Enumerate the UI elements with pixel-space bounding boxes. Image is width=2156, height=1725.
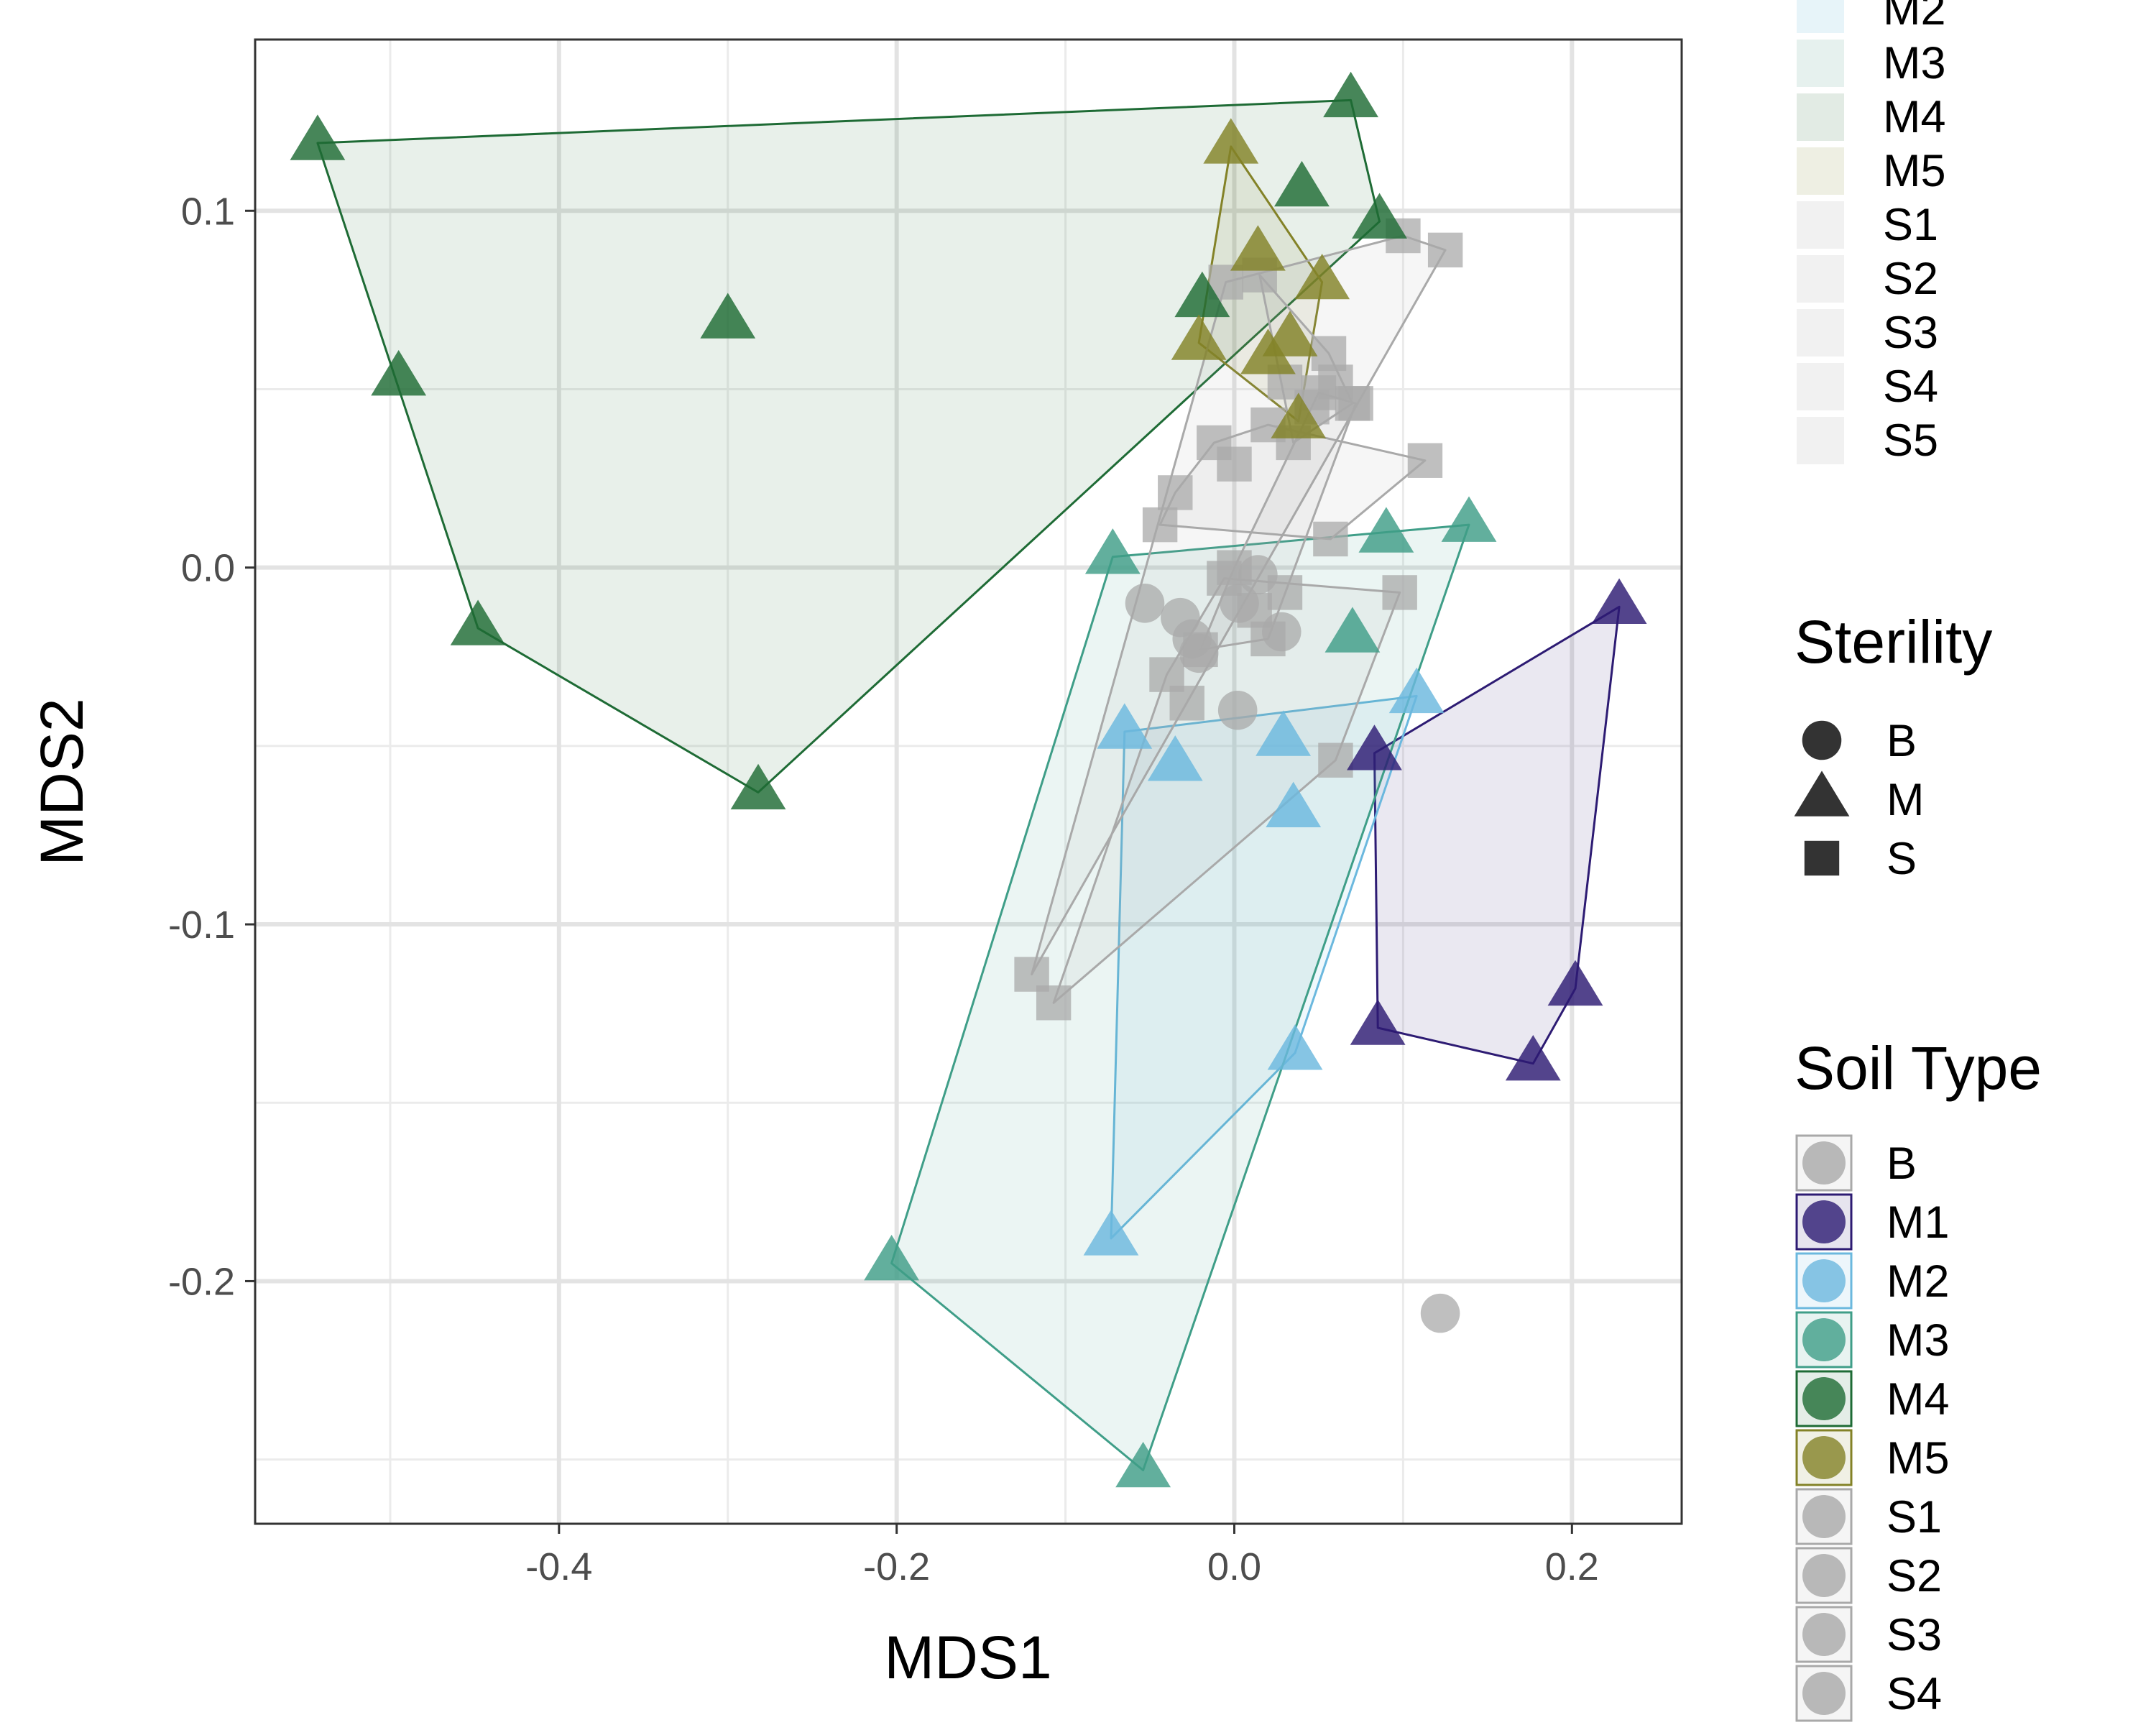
legend-soil-point [1802, 1141, 1846, 1184]
point-s4 [1170, 686, 1204, 720]
legend-sterility-label: S [1886, 834, 1917, 884]
x-tick-label: 0.0 [1207, 1545, 1261, 1588]
point-s4 [1036, 985, 1071, 1020]
point-s5 [1183, 632, 1217, 667]
legend-fill-label: S5 [1883, 415, 1938, 466]
legend-soil-type-label: S4 [1886, 1669, 1942, 1719]
y-tick-label: -0.2 [168, 1260, 235, 1303]
legend-soil-type-label: M4 [1886, 1374, 1950, 1425]
legend-fill-swatch [1797, 201, 1844, 249]
point-s3 [1408, 443, 1442, 478]
point-s3 [1143, 507, 1177, 542]
x-tick-label: -0.4 [525, 1545, 592, 1588]
legend-soil-point [1802, 1495, 1846, 1538]
legend-fill-label: S1 [1883, 200, 1938, 250]
point-s3 [1313, 522, 1348, 556]
legend-soil-point [1802, 1318, 1846, 1361]
legend-soil-point [1802, 1259, 1846, 1302]
legend-fill-swatch [1797, 147, 1844, 195]
legend-soil-type-label: M2 [1886, 1256, 1950, 1307]
point-s1 [1428, 233, 1462, 267]
legend-fill-label: M5 [1883, 146, 1946, 196]
point-s4 [1268, 575, 1302, 610]
point-s4 [1318, 743, 1353, 778]
legend-shape-s [1805, 841, 1839, 875]
legend-fill-swatch [1797, 309, 1844, 356]
point-s3 [1158, 475, 1192, 510]
legend-soil-type-label: S3 [1886, 1610, 1942, 1660]
legend-fill-swatch [1797, 40, 1844, 87]
legend-fill-swatch [1797, 417, 1844, 464]
legend-sterility-label: B [1886, 716, 1917, 766]
legend-soil-point [1802, 1554, 1846, 1597]
point-s5 [1217, 550, 1251, 584]
legend-soil-point [1802, 1672, 1846, 1715]
y-axis-title: MDS2 [28, 698, 96, 865]
legend-sterility-label: M [1886, 775, 1924, 825]
point-s3 [1217, 447, 1251, 482]
point-b [1125, 584, 1165, 623]
legend-fill-swatch [1797, 363, 1844, 410]
y-tick-label: 0.0 [181, 547, 235, 590]
legend-soil-point [1802, 1436, 1846, 1479]
point-b [1218, 691, 1258, 730]
legend-shape-b [1802, 721, 1842, 760]
legend-soil-type-label: M3 [1886, 1315, 1950, 1366]
legend-soil-point [1802, 1613, 1846, 1656]
point-s5 [1302, 375, 1336, 410]
point-s5 [1338, 386, 1373, 420]
legend-fill-label: M4 [1883, 92, 1946, 142]
legend-soil-point [1802, 1377, 1846, 1420]
legend-soil-type-label: S2 [1886, 1551, 1942, 1601]
point-s5 [1250, 622, 1285, 656]
legend-soil-point [1802, 1200, 1846, 1243]
point-s4 [1382, 575, 1416, 610]
legend-fill-label: S3 [1883, 308, 1938, 358]
legend-fill-swatch [1797, 93, 1844, 141]
legend-fill-swatch [1797, 255, 1844, 303]
legend-soil-type-title: Soil Type [1795, 1034, 2042, 1102]
x-tick-label: -0.2 [863, 1545, 930, 1588]
x-axis-title: MDS1 [884, 1624, 1051, 1691]
legend-fill-label: S2 [1883, 254, 1938, 304]
legend-fill-label: S4 [1883, 362, 1938, 412]
y-tick-label: 0.1 [181, 190, 235, 233]
y-tick-label: -0.1 [168, 903, 235, 947]
legend-fill-swatch [1797, 0, 1844, 33]
legend-soil-type-label: B [1886, 1138, 1917, 1189]
legend-soil-type-label: M1 [1886, 1197, 1950, 1248]
legend-fill-label: M3 [1883, 38, 1946, 88]
point-b [1421, 1294, 1460, 1333]
legend-fill-label: M2 [1883, 0, 1946, 34]
legend-soil-type-label: S1 [1886, 1492, 1942, 1542]
legend-sterility-title: Sterility [1795, 608, 1992, 676]
x-tick-label: 0.2 [1545, 1545, 1599, 1588]
legend-soil-type-label: M5 [1886, 1433, 1950, 1484]
